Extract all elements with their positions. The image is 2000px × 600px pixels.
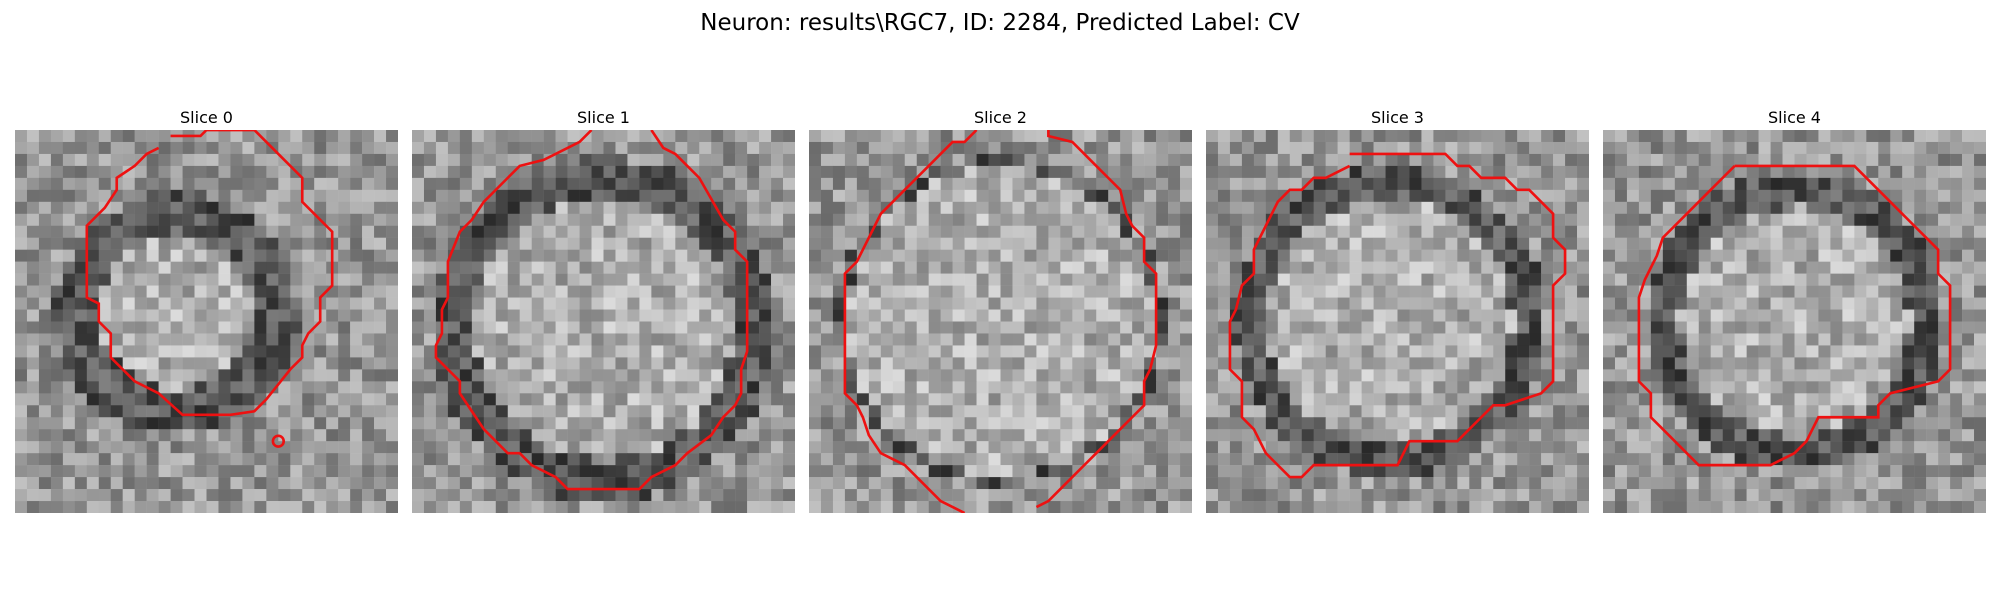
neuron-contour	[434, 130, 749, 491]
panel-title: Slice 4	[1768, 108, 1821, 127]
grayscale-pixel-grid	[809, 130, 1192, 513]
slice-image-canvas	[809, 130, 1192, 513]
neuron-contour	[1228, 152, 1567, 479]
slice-image-canvas	[1603, 130, 1986, 513]
slice-image-canvas	[412, 130, 795, 513]
panel-title: Slice 1	[577, 108, 630, 127]
panel-slice-4: Slice 4	[1603, 108, 1986, 513]
slice-image-canvas	[15, 130, 398, 513]
panel-slice-1: Slice 1	[412, 108, 795, 513]
slice-image	[15, 130, 398, 513]
slice-image	[1603, 130, 1986, 513]
slice-image-canvas	[1206, 130, 1589, 513]
panel-slice-2: Slice 2	[809, 108, 1192, 513]
neuron-contour-right	[1035, 130, 1158, 509]
contour-marker	[271, 434, 286, 448]
panel-title: Slice 2	[974, 108, 1027, 127]
slice-image	[809, 130, 1192, 513]
slice-image	[1206, 130, 1589, 513]
panel-slice-3: Slice 3	[1206, 108, 1589, 513]
grayscale-pixel-grid	[1206, 130, 1589, 513]
grayscale-pixel-grid	[412, 130, 795, 513]
neuron-contour	[1637, 164, 1952, 467]
figure-title: Neuron: results\RGC7, ID: 2284, Predicte…	[700, 10, 1300, 36]
slice-image	[412, 130, 795, 513]
panel-title: Slice 3	[1371, 108, 1424, 127]
panel-slice-0: Slice 0	[15, 108, 398, 513]
grayscale-pixel-grid	[1603, 130, 1986, 513]
neuron-contour	[85, 130, 334, 417]
panel-title: Slice 0	[180, 108, 233, 127]
grayscale-pixel-grid	[15, 130, 398, 513]
neuron-contour	[843, 130, 978, 513]
